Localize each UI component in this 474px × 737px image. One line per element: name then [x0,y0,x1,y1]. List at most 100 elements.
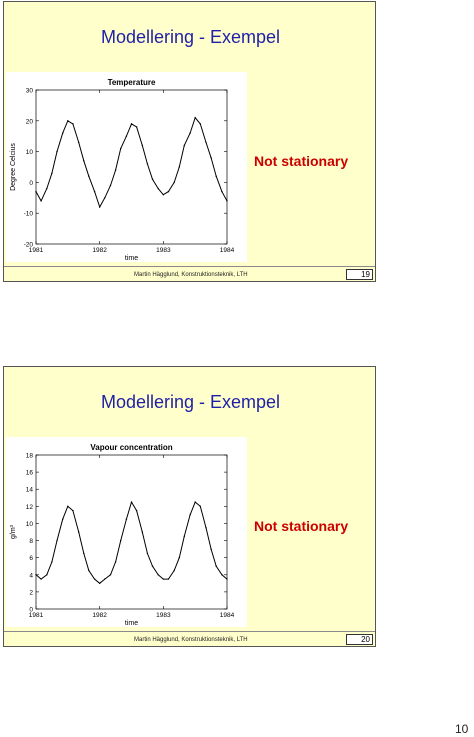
data-point [67,505,69,508]
data-point [215,565,217,567]
data-point [210,157,212,159]
data-point [104,197,106,199]
data-point [130,501,133,503]
x-tick-label: 1983 [156,612,171,619]
temperature-chart: Temperature -20 -10 0 10 20 30 1981 1982 1983 1984… [6,72,247,262]
data-point [109,574,112,576]
x-tick-label: 1984 [220,247,235,254]
temperature-plot: Temperature -20 -10 0 10 20 30 1981 1982 1983 1984… [10,78,235,262]
data-point [157,574,159,576]
slide-number: 20 [346,634,373,645]
y-tick-label: 10 [26,521,34,528]
data-line [35,116,228,209]
slide-footer: Martin Hägglund, Konstruktionsteknik, LT… [134,272,248,278]
x-tick-label: 1981 [29,247,44,254]
data-point [93,190,96,193]
slide-number: 19 [346,269,373,280]
data-point [226,200,228,202]
page-number: 10 [455,722,469,736]
data-point [62,132,64,134]
data-point [221,574,223,576]
y-axis-label: g/m³ [10,524,17,539]
data-point [125,518,128,520]
slide-19: Modellering - Exempel Temperature -20 -10 0… [3,1,376,282]
data-point [183,535,186,537]
data-point [104,578,106,580]
x-axis-label: time [125,255,138,262]
data-point [151,178,154,181]
data-point [51,172,53,174]
data-point [199,505,201,508]
data-point [93,578,96,580]
data-point [141,144,144,147]
data-point [151,565,154,567]
data-point [46,187,48,190]
data-point [40,578,42,580]
data-point [141,531,144,533]
chart-title: Temperature [108,78,156,87]
data-point [146,552,149,555]
x-tick-label: 1981 [29,612,44,619]
data-point [178,556,180,559]
data-point [40,200,42,202]
data-point [56,150,58,153]
data-point [88,175,90,177]
data-point [210,548,212,550]
data-point [77,141,80,144]
data-point [173,181,175,184]
data-point [62,518,64,520]
y-tick-label: 0 [29,180,33,187]
y-tick-label: 12 [26,504,34,511]
data-point [83,160,85,162]
data-point [205,141,207,144]
y-tick-label: 16 [26,470,34,477]
x-tick-label: 1982 [92,247,107,254]
data-point [194,117,196,119]
data-point [167,190,170,193]
x-axis-label: time [125,620,138,627]
data-point [72,123,74,125]
data-point [46,574,48,576]
data-point [119,147,122,150]
data-point [194,501,196,503]
y-tick-label: 10 [26,149,34,156]
data-point [226,578,228,580]
data-point [109,184,112,187]
data-point [173,569,175,572]
vapour-concentration-plot: Vapour concentration 0 2 4 6 8 10 12 14 16 18 1981 1… [10,443,235,627]
data-point [51,561,53,563]
y-tick-label: -10 [24,211,34,218]
data-point [77,531,80,533]
data-point [98,582,101,585]
data-point [135,509,138,512]
y-tick-label: 4 [29,572,33,579]
not-stationary-label: Not stationary [254,153,349,169]
y-tick-label: -20 [24,242,34,249]
y-tick-label: 18 [26,453,34,460]
not-stationary-label: Not stationary [254,518,349,534]
slide-title: Modellering - Exempel [100,27,281,47]
data-point [35,574,37,576]
data-point [183,144,186,147]
data-point [205,527,207,529]
data-point [167,578,170,580]
y-tick-label: 8 [29,538,33,545]
slide-title: Modellering - Exempel [100,392,281,412]
data-point [135,126,138,128]
footer-divider [4,266,375,267]
footer-divider [4,631,375,632]
data-point [114,561,117,563]
data-point [125,135,128,137]
x-tick-label: 1982 [92,612,107,619]
chart-title: Vapour concentration [90,443,172,452]
data-point [189,514,191,516]
data-point [98,206,101,208]
data-point [146,163,149,165]
plot-frame [35,454,228,610]
slide-footer: Martin Hägglund, Konstruktionsteknik, LT… [134,637,248,643]
data-point [215,175,217,177]
data-point [114,169,117,171]
plot-frame [35,89,228,245]
data-point [162,578,165,580]
y-tick-label: 2 [29,589,33,596]
